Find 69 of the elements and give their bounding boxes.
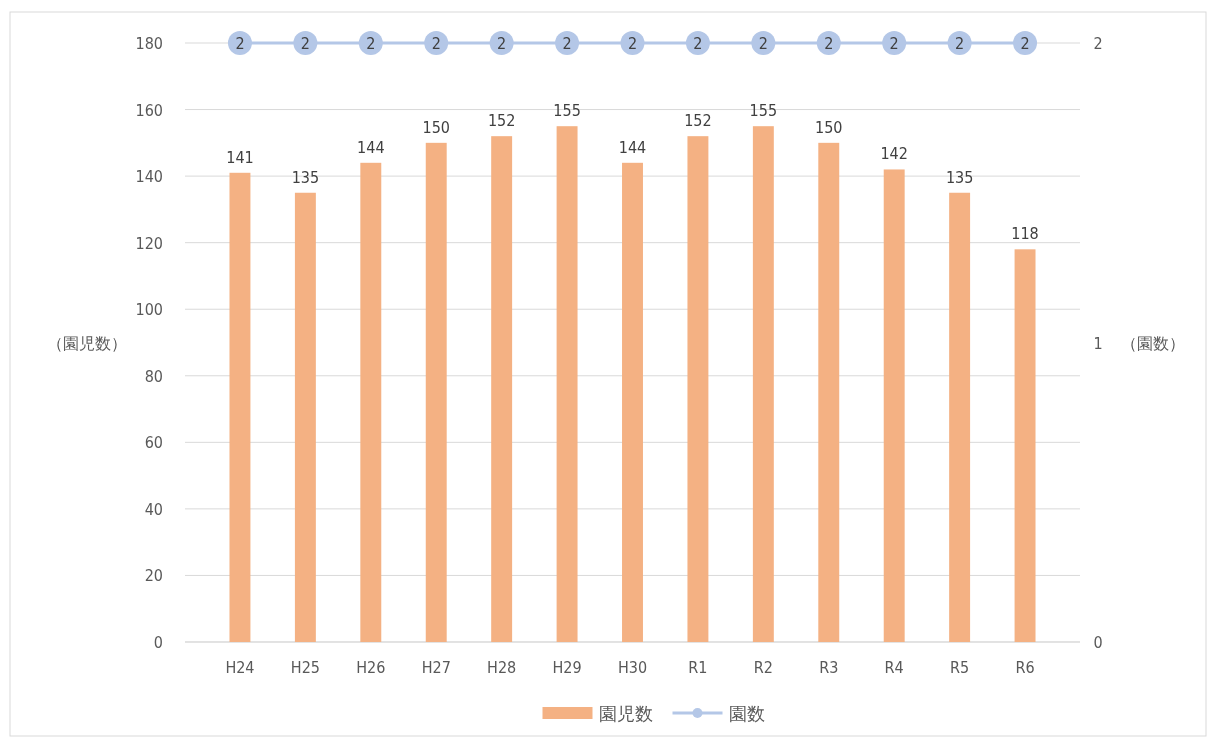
data-label: 2 (955, 34, 965, 53)
data-label: 144 (357, 137, 385, 157)
legend-label: 園数 (728, 703, 765, 724)
x-tick-label: H29 (552, 658, 582, 677)
x-tick-label: H27 (421, 658, 451, 677)
y-tick-label: 100 (135, 300, 163, 320)
data-label: 155 (749, 101, 778, 121)
bar (556, 126, 578, 642)
y-tick-label: 140 (135, 167, 163, 187)
x-tick-label: R5 (950, 658, 970, 677)
bar (1014, 249, 1036, 642)
data-label: 2 (300, 34, 310, 53)
x-tick-label: H25 (290, 658, 320, 677)
data-label: 2 (627, 34, 638, 53)
x-tick-label: H28 (487, 658, 517, 677)
legend-label: 園児数 (598, 703, 653, 724)
x-tick-label: H24 (225, 658, 255, 677)
y2-tick-label: 1 (1093, 333, 1103, 353)
data-label: 155 (553, 101, 581, 121)
y-tick-label: 60 (144, 433, 163, 453)
bar (425, 142, 447, 642)
bar (752, 126, 774, 642)
data-label: 135 (945, 167, 974, 187)
bar (818, 142, 840, 642)
data-label: 150 (422, 117, 450, 137)
y-tick-label: 80 (144, 366, 163, 386)
data-label: 2 (889, 34, 899, 53)
y-axis-title: （園児数） (47, 333, 127, 353)
x-tick-label: R4 (884, 658, 904, 677)
data-label: 118 (1011, 224, 1039, 244)
y2-tick-label: 2 (1093, 34, 1103, 53)
x-tick-label: R1 (688, 658, 708, 677)
data-label: 2 (758, 34, 768, 53)
bar (294, 192, 316, 642)
x-tick-label: R3 (819, 658, 839, 677)
y-tick-label: 160 (135, 100, 163, 120)
x-tick-label: R6 (1015, 658, 1035, 677)
y-tick-label: 120 (135, 233, 163, 253)
data-label: 144 (618, 137, 647, 157)
data-label: 142 (880, 144, 908, 164)
y2-tick-label: 0 (1093, 633, 1103, 652)
x-tick-label: H26 (356, 658, 386, 677)
x-tick-label: H30 (617, 658, 648, 677)
data-label: 152 (487, 111, 516, 131)
x-tick-label: R2 (753, 658, 773, 677)
data-label: 2 (824, 34, 834, 53)
data-label: 2 (497, 34, 507, 53)
data-label: 2 (431, 34, 441, 53)
y-tick-label: 180 (135, 34, 163, 53)
data-label: 2 (693, 34, 703, 53)
y-tick-label: 40 (144, 499, 163, 519)
bar (687, 136, 709, 642)
bar (491, 136, 513, 642)
bar (949, 192, 971, 642)
data-label: 141 (226, 147, 254, 167)
data-label: 2 (1020, 34, 1030, 53)
bar (229, 172, 251, 642)
data-label: 2 (235, 34, 245, 53)
bar (360, 162, 382, 642)
y-tick-label: 20 (144, 566, 163, 586)
data-label: 152 (684, 111, 712, 131)
y-tick-label: 0 (153, 633, 163, 652)
bar (883, 169, 905, 642)
data-label: 2 (562, 34, 572, 53)
data-label: 150 (815, 117, 843, 137)
bar (622, 162, 643, 642)
data-label: 2 (366, 34, 376, 53)
data-label: 135 (291, 167, 320, 187)
y2-axis-title: （園数） (1121, 333, 1185, 353)
